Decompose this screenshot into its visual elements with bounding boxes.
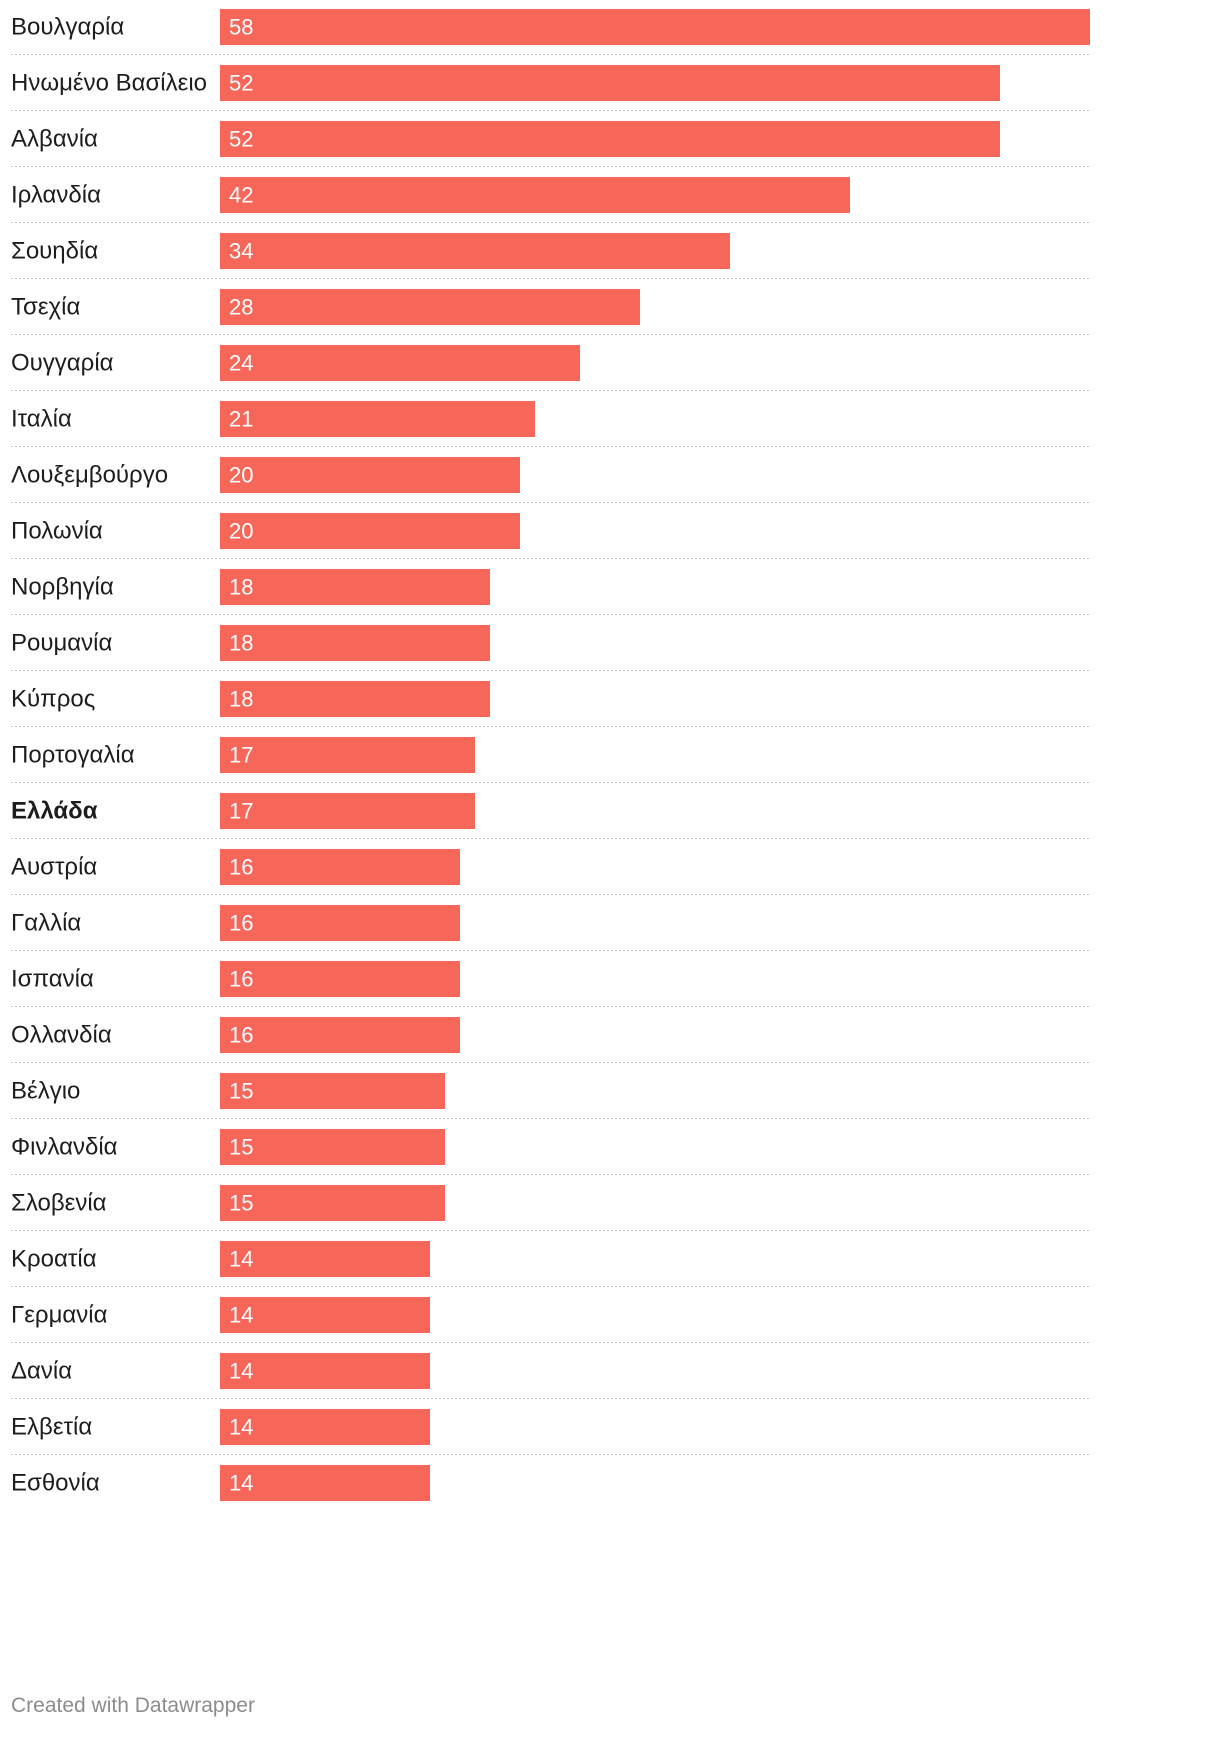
- bar-22: [220, 1241, 430, 1277]
- bar-value-label-14: 17: [229, 799, 253, 824]
- datawrapper-credit[interactable]: Created with Datawrapper: [11, 1694, 255, 1717]
- bar-15: [220, 849, 460, 885]
- category-label-19: Βέλγιο: [11, 1078, 80, 1105]
- bar-16: [220, 905, 460, 941]
- bar-value-label-11: 18: [229, 631, 253, 656]
- bar-17: [220, 961, 460, 997]
- bar-21: [220, 1185, 445, 1221]
- category-label-3: Ιρλανδία: [11, 182, 101, 209]
- bar-chart: 58 Βουλγαρία 52 Ηνωμένο Βασίλειο 52 Αλβανία 42…: [11, 9, 1090, 1501]
- bar-value-label-20: 15: [229, 1135, 253, 1160]
- bar-3: [220, 177, 850, 213]
- category-label-0: Βουλγαρία: [11, 14, 124, 41]
- category-label-2: Αλβανία: [11, 126, 98, 153]
- category-label-11: Ρουμανία: [11, 630, 113, 657]
- bar-value-label-24: 14: [229, 1359, 253, 1384]
- bar-7: [220, 401, 535, 437]
- bar-value-label-5: 28: [229, 295, 253, 320]
- category-label-7: Ιταλία: [11, 406, 72, 433]
- bar-5: [220, 289, 640, 325]
- bar-24: [220, 1353, 430, 1389]
- category-label-9: Πολωνία: [11, 518, 103, 545]
- bar-value-label-22: 14: [229, 1247, 253, 1272]
- bar-2: [220, 121, 1000, 157]
- bar-value-label-12: 18: [229, 687, 253, 712]
- bar-26: [220, 1465, 430, 1501]
- bar-value-label-4: 34: [229, 239, 253, 264]
- category-label-16: Γαλλία: [11, 910, 81, 937]
- bar-11: [220, 625, 490, 661]
- category-label-17: Ισπανία: [11, 966, 94, 993]
- bar-value-label-3: 42: [229, 183, 253, 208]
- bar-20: [220, 1129, 445, 1165]
- bar-value-label-8: 20: [229, 463, 253, 488]
- bar-value-label-23: 14: [229, 1303, 253, 1328]
- category-label-24: Δανία: [11, 1358, 72, 1385]
- category-label-22: Κροατία: [11, 1246, 97, 1273]
- bar-0: [220, 9, 1090, 45]
- bar-8: [220, 457, 520, 493]
- category-label-23: Γερμανία: [11, 1302, 108, 1329]
- category-label-8: Λουξεμβούργο: [11, 462, 168, 489]
- bar-10: [220, 569, 490, 605]
- bar-18: [220, 1017, 460, 1053]
- bar-value-label-9: 20: [229, 519, 253, 544]
- category-label-10: Νορβηγία: [11, 574, 114, 601]
- bar-12: [220, 681, 490, 717]
- bar-value-label-13: 17: [229, 743, 253, 768]
- bar-value-label-1: 52: [229, 71, 253, 96]
- bar-value-label-17: 16: [229, 967, 253, 992]
- category-label-4: Σουηδία: [11, 238, 98, 265]
- bar-value-label-19: 15: [229, 1079, 253, 1104]
- category-label-14: Ελλάδα: [11, 798, 98, 825]
- bar-value-label-7: 21: [229, 407, 253, 432]
- bar-value-label-26: 14: [229, 1471, 253, 1496]
- bar-13: [220, 737, 475, 773]
- category-label-15: Αυστρία: [11, 854, 97, 881]
- bar-4: [220, 233, 730, 269]
- bar-9: [220, 513, 520, 549]
- category-label-6: Ουγγαρία: [11, 350, 114, 377]
- bar-25: [220, 1409, 430, 1445]
- bar-value-label-2: 52: [229, 127, 253, 152]
- bar-19: [220, 1073, 445, 1109]
- category-label-18: Ολλανδία: [11, 1022, 112, 1049]
- bar-value-label-16: 16: [229, 911, 253, 936]
- bar-value-label-0: 58: [229, 15, 253, 40]
- category-label-20: Φινλανδία: [11, 1134, 118, 1161]
- bar-1: [220, 65, 1000, 101]
- category-label-25: Ελβετία: [11, 1414, 92, 1441]
- category-label-26: Εσθονία: [11, 1470, 100, 1497]
- bar-14: [220, 793, 475, 829]
- bar-6: [220, 345, 580, 381]
- bar-value-label-6: 24: [229, 351, 253, 376]
- bar-value-label-18: 16: [229, 1023, 253, 1048]
- category-label-12: Κύπρος: [11, 686, 95, 713]
- category-label-5: Τσεχία: [11, 294, 80, 321]
- bar-value-label-10: 18: [229, 575, 253, 600]
- category-label-13: Πορτογαλία: [11, 742, 135, 769]
- category-label-21: Σλοβενία: [11, 1190, 107, 1217]
- bar-value-label-15: 16: [229, 855, 253, 880]
- bar-value-label-25: 14: [229, 1415, 253, 1440]
- bar-23: [220, 1297, 430, 1333]
- bar-value-label-21: 15: [229, 1191, 253, 1216]
- category-label-1: Ηνωμένο Βασίλειο: [11, 70, 207, 97]
